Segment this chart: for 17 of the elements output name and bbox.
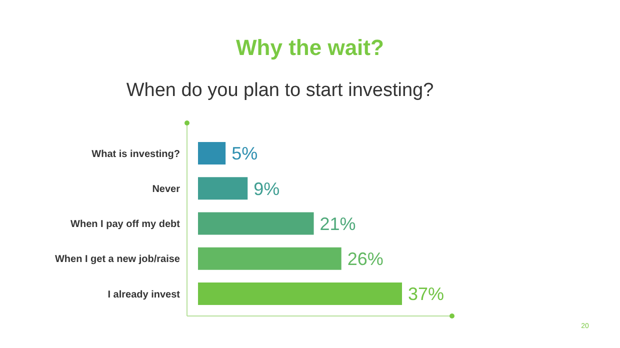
data-label: 21%	[320, 214, 356, 234]
chart-title: Why the wait?	[236, 35, 384, 60]
data-label: 26%	[347, 249, 384, 270]
bar	[198, 142, 226, 164]
data-label: 37%	[408, 284, 444, 304]
bar	[198, 247, 342, 270]
y-tick-label: When I get a new job/raise	[54, 254, 180, 266]
data-label: 5%	[232, 144, 258, 164]
bar	[198, 212, 314, 235]
y-tick-label: When I pay off my debt	[70, 219, 181, 230]
y-tick-label: I already invest	[108, 289, 181, 300]
data-label: 9%	[254, 178, 280, 199]
bar	[198, 177, 248, 200]
y-tick-label: What is investing?	[92, 148, 180, 160]
chart-subtitle: When do you plan to start investing?	[126, 80, 434, 101]
y-tick-label: Never	[152, 184, 180, 195]
bar	[198, 282, 402, 305]
